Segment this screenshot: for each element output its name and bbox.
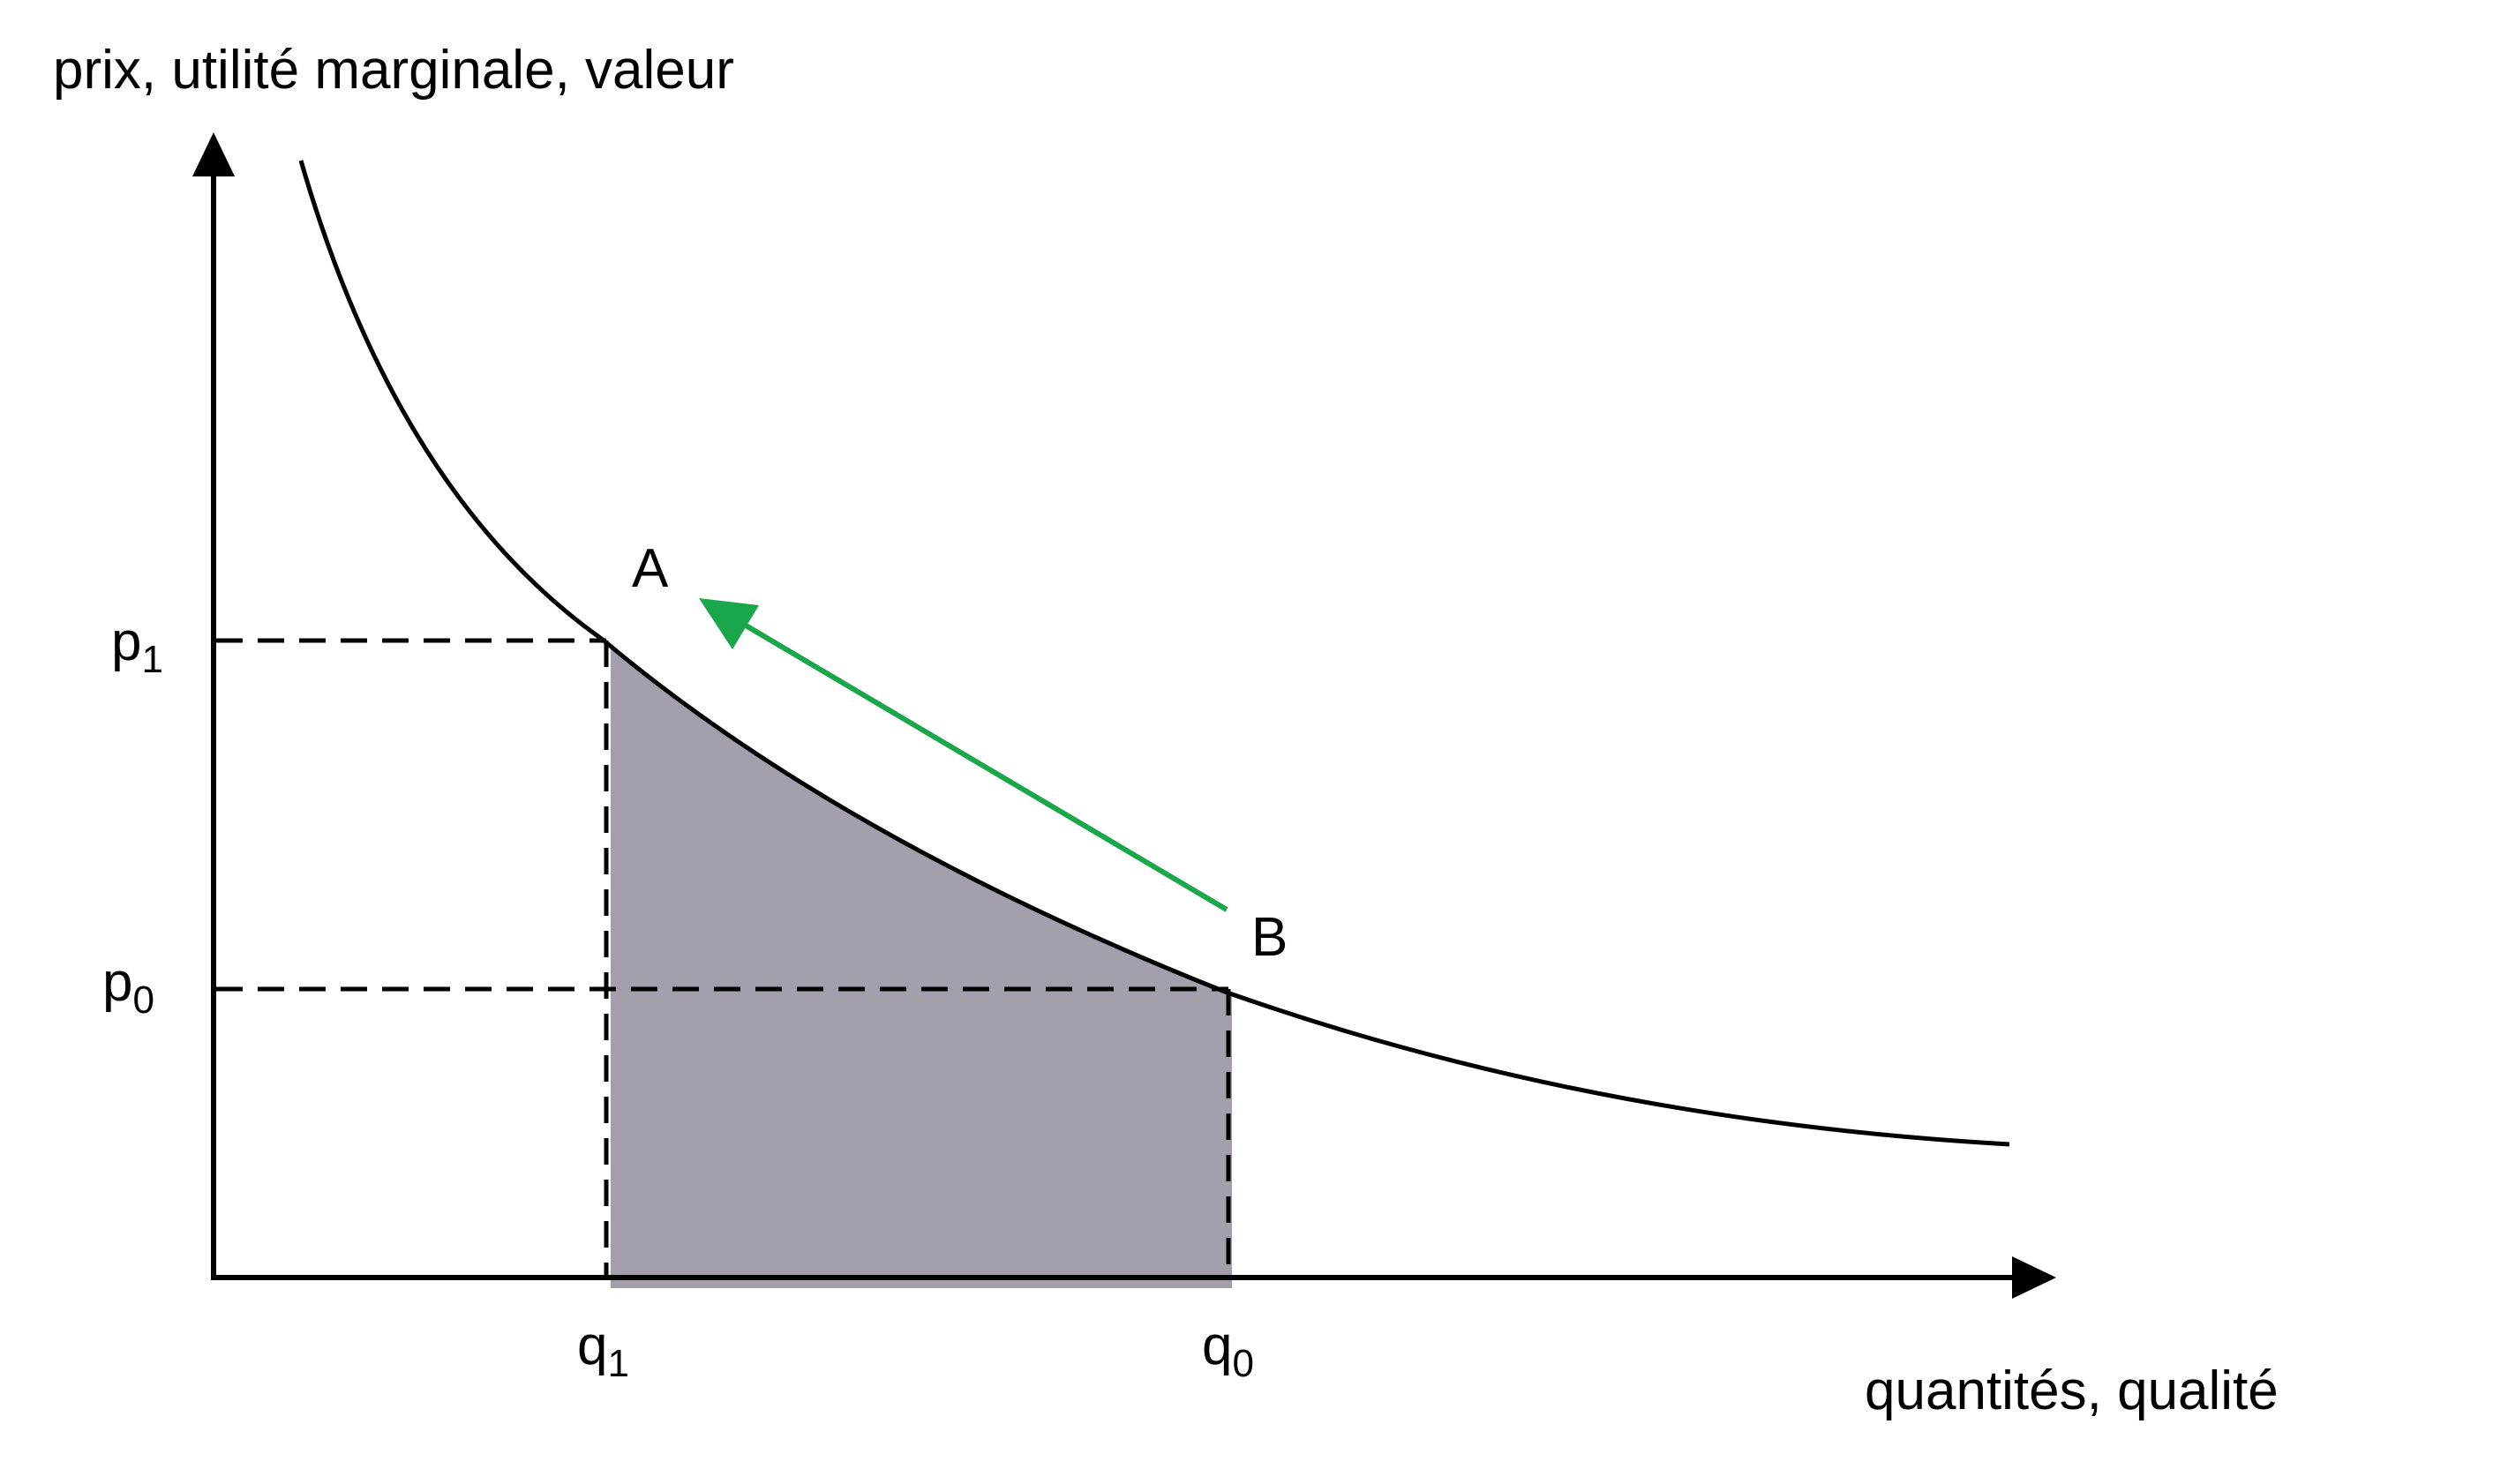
subscript: 0 [132,978,154,1022]
subscript: 1 [607,1342,628,1385]
p1-label: p1 [111,611,163,681]
subscript: 1 [141,638,162,681]
movement-arrowhead [699,598,759,649]
base: q [1202,1315,1232,1376]
movement-arrow [731,615,1228,912]
q0-label: q0 [1202,1315,1254,1385]
subscript: 0 [1232,1342,1253,1385]
point-a-label: A [632,538,669,599]
demand-curve [298,160,2010,1147]
y-axis-arrow [192,132,235,176]
p0-label: p0 [102,952,154,1022]
base: q [577,1315,607,1376]
point-b-label: B [1251,907,1288,968]
x-axis-arrow [2012,1256,2056,1299]
x-axis-label: quantités, qualité [1865,1360,2279,1421]
base: p [102,952,132,1013]
shaded-area [603,640,1232,1288]
base: p [111,611,141,672]
y-axis-label: prix, utilité marginale, valeur [53,40,734,101]
q1-label: q1 [577,1315,629,1385]
guides [216,638,1231,1278]
